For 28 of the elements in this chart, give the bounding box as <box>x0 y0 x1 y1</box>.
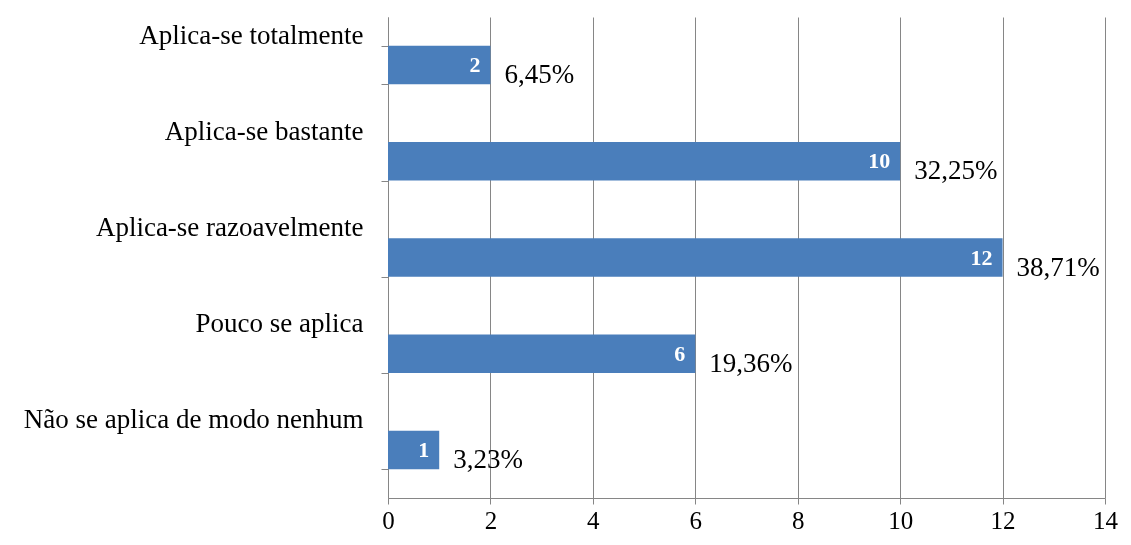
x-tick-label: 0 <box>382 506 395 534</box>
bar <box>388 334 696 373</box>
x-tick-label: 12 <box>990 506 1016 534</box>
annotation: 32,25% <box>914 155 998 186</box>
y-tick-label: Aplica-se razoavelmente <box>95 212 364 242</box>
x-tick-label: 14 <box>1093 506 1119 534</box>
bar <box>388 430 440 470</box>
data-label: 6 <box>674 340 686 366</box>
y-tick-label: Não se aplica de modo nenhum <box>23 404 364 435</box>
x-tick-label: 4 <box>587 506 601 534</box>
annotation: 38,71% <box>1016 251 1100 282</box>
y-tick-label: Aplica-se bastante <box>164 115 364 146</box>
annotation: 19,36% <box>709 347 793 378</box>
y-tick-label: Pouco se aplica <box>195 308 364 339</box>
bar <box>388 45 491 85</box>
annotation: 6,45% <box>504 59 575 90</box>
x-tick-label: 8 <box>791 506 805 534</box>
data-label: 2 <box>469 52 481 78</box>
y-tick-label: Aplica-se totalmente <box>139 19 364 50</box>
x-tick-label: 2 <box>484 506 498 534</box>
data-label: 12 <box>970 244 993 270</box>
data-label: 1 <box>418 436 430 462</box>
bar <box>388 238 1003 277</box>
bar <box>388 142 901 181</box>
x-tick-label: 6 <box>689 506 703 534</box>
annotation: 3,23% <box>453 443 523 474</box>
x-tick-label: 10 <box>888 506 914 534</box>
data-label: 10 <box>868 148 891 174</box>
